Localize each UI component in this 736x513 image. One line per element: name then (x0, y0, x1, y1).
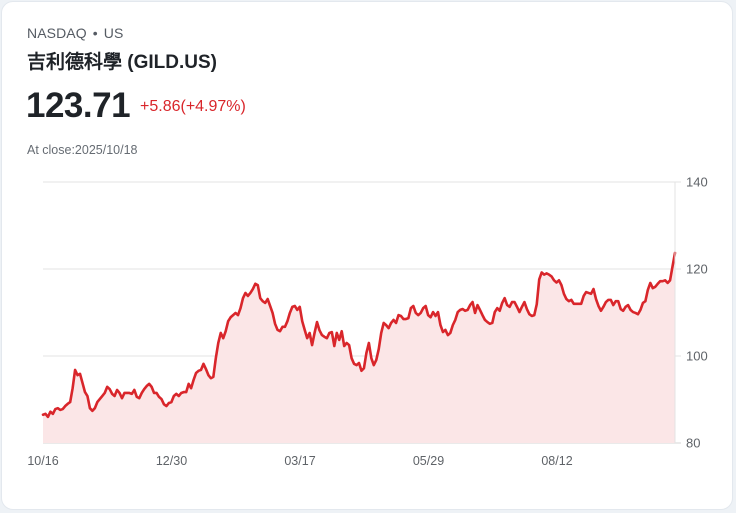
current-price: 123.71 (26, 86, 131, 125)
stock-name: 吉利德科學 (GILD.US) (27, 52, 217, 73)
x-tick-label: 12/30 (156, 454, 187, 468)
separator-dot: • (92, 25, 98, 41)
x-tick-label: 10/16 (27, 454, 58, 468)
close-timestamp: At close:2025/10/18 (27, 143, 138, 157)
market-name: US (103, 25, 124, 41)
x-axis-ticks: 10/16 12/30 03/17 05/29 08/12 (27, 454, 572, 468)
y-axis-ticks: 80 100 120 140 (686, 175, 708, 451)
y-tick-label: 100 (686, 349, 708, 364)
exchange-name: NASDAQ (27, 25, 87, 41)
y-tick-label: 140 (686, 175, 708, 190)
price-change: +5.86(+4.97%) (140, 98, 246, 115)
x-tick-label: 03/17 (284, 454, 315, 468)
x-tick-label: 05/29 (413, 454, 444, 468)
exchange-label: NASDAQ • US (27, 25, 123, 41)
price-area-fill (43, 252, 675, 443)
y-tick-label: 80 (686, 436, 700, 451)
price-line[interactable] (41, 251, 677, 419)
y-tick-label: 120 (686, 262, 708, 277)
x-tick-label: 08/12 (541, 454, 572, 468)
